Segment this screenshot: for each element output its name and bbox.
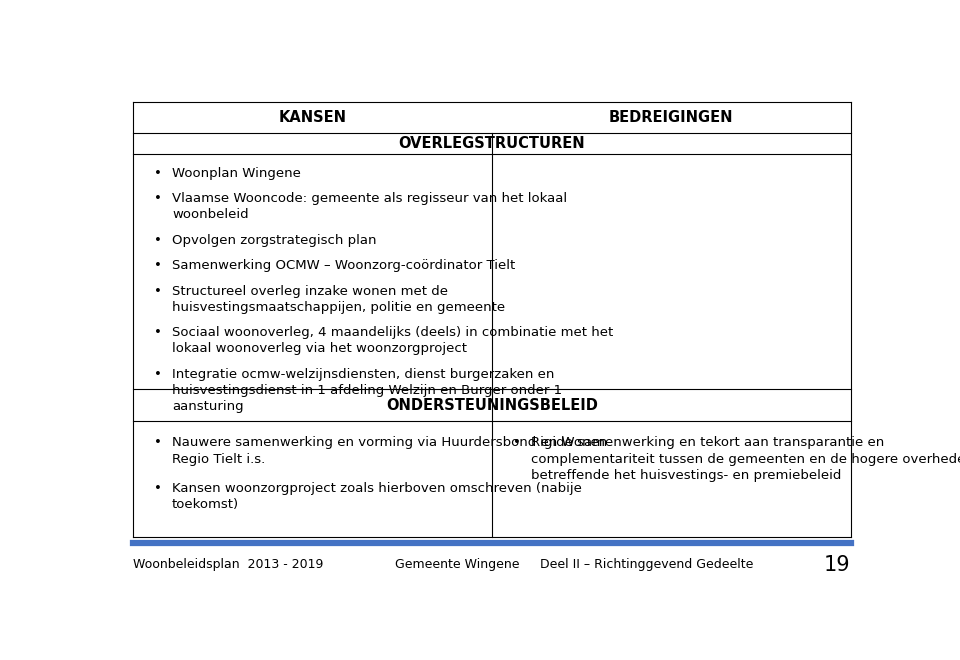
Text: 19: 19 — [824, 554, 851, 575]
Text: toekomst): toekomst) — [172, 498, 239, 512]
Text: aansturing: aansturing — [172, 401, 244, 413]
Text: Woonbeleidsplan  2013 - 2019: Woonbeleidsplan 2013 - 2019 — [133, 558, 324, 571]
Text: betreffende het huisvestings- en premiebeleid: betreffende het huisvestings- en premieb… — [531, 469, 841, 482]
Text: Gemeente Wingene: Gemeente Wingene — [396, 558, 519, 571]
Text: Sociaal woonoverleg, 4 maandelijks (deels) in combinatie met het: Sociaal woonoverleg, 4 maandelijks (deel… — [172, 326, 613, 339]
Text: Rigide samenwerking en tekort aan transparantie en: Rigide samenwerking en tekort aan transp… — [531, 436, 884, 449]
Text: Deel II – Richtinggevend Gedeelte: Deel II – Richtinggevend Gedeelte — [540, 558, 754, 571]
Text: •: • — [155, 482, 162, 495]
Text: •: • — [155, 192, 162, 205]
Text: •: • — [155, 284, 162, 298]
Text: Woonplan Wingene: Woonplan Wingene — [172, 166, 300, 180]
Text: woonbeleid: woonbeleid — [172, 209, 249, 221]
Text: •: • — [155, 436, 162, 449]
Text: •: • — [155, 166, 162, 180]
Text: Nauwere samenwerking en vorming via Huurdersbond en Wonen: Nauwere samenwerking en vorming via Huur… — [172, 436, 608, 449]
Text: Samenwerking OCMW – Woonzorg-coördinator Tielt: Samenwerking OCMW – Woonzorg-coördinator… — [172, 259, 516, 272]
Text: •: • — [155, 326, 162, 339]
Text: •: • — [155, 259, 162, 272]
Text: Opvolgen zorgstrategisch plan: Opvolgen zorgstrategisch plan — [172, 234, 376, 247]
Text: Integratie ocmw-welzijnsdiensten, dienst burgerzaken en: Integratie ocmw-welzijnsdiensten, dienst… — [172, 368, 555, 381]
Text: Structureel overleg inzake wonen met de: Structureel overleg inzake wonen met de — [172, 284, 448, 298]
Text: complementariteit tussen de gemeenten en de hogere overheden: complementariteit tussen de gemeenten en… — [531, 453, 960, 466]
Text: Regio Tielt i.s.: Regio Tielt i.s. — [172, 453, 265, 466]
Text: OVERLEGSTRUCTUREN: OVERLEGSTRUCTUREN — [398, 136, 586, 150]
Text: BEDREIGINGEN: BEDREIGINGEN — [609, 110, 733, 125]
Text: huisvestingsdienst in 1 afdeling Welzijn en Burger onder 1: huisvestingsdienst in 1 afdeling Welzijn… — [172, 384, 563, 397]
Text: •: • — [155, 234, 162, 247]
Text: lokaal woonoverleg via het woonzorgproject: lokaal woonoverleg via het woonzorgproje… — [172, 343, 468, 356]
Text: huisvestingsmaatschappijen, politie en gemeente: huisvestingsmaatschappijen, politie en g… — [172, 301, 505, 314]
Text: ONDERSTEUNINGSBELEID: ONDERSTEUNINGSBELEID — [386, 398, 598, 412]
Text: •: • — [513, 436, 520, 449]
Text: Vlaamse Wooncode: gemeente als regisseur van het lokaal: Vlaamse Wooncode: gemeente als regisseur… — [172, 192, 567, 205]
Text: •: • — [155, 368, 162, 381]
Text: KANSEN: KANSEN — [278, 110, 347, 125]
Text: Kansen woonzorgproject zoals hierboven omschreven (nabije: Kansen woonzorgproject zoals hierboven o… — [172, 482, 582, 495]
